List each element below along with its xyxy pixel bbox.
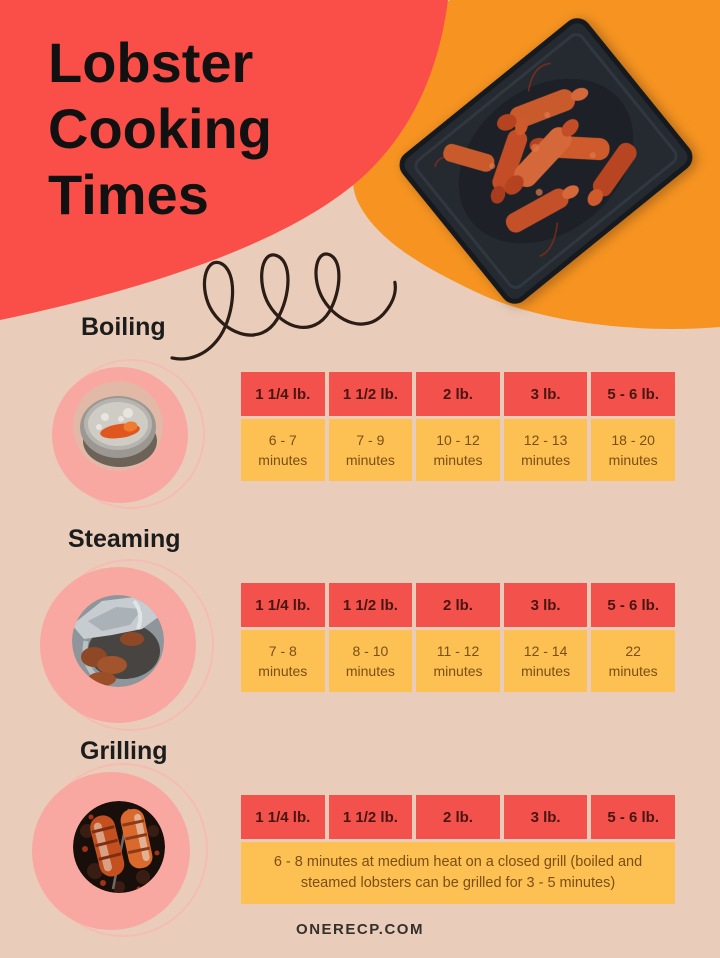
- weight-header-cell: 2 lb.: [416, 372, 500, 416]
- title-line-2: Cooking: [48, 97, 272, 160]
- weight-header-cell: 1 1/4 lb.: [241, 372, 325, 416]
- time-unit: minutes: [345, 663, 395, 679]
- time-cell: 7 - 8 minutes: [241, 630, 325, 692]
- steaming-header-row: 1 1/4 lb. 1 1/2 lb. 2 lb. 3 lb. 5 - 6 lb…: [241, 583, 675, 627]
- time-range: 8 - 10: [352, 643, 389, 659]
- weight-header-cell: 1 1/4 lb.: [241, 795, 325, 839]
- weight-header-cell: 5 - 6 lb.: [591, 583, 675, 627]
- steaming-table: 1 1/4 lb. 1 1/2 lb. 2 lb. 3 lb. 5 - 6 lb…: [241, 583, 675, 692]
- time-range: 12 - 14: [523, 643, 568, 659]
- grilling-photo: [73, 801, 165, 893]
- time-cell: 10 - 12 minutes: [416, 419, 500, 481]
- boiling-photo: [73, 381, 163, 471]
- site-credit: ONERECP.COM: [296, 921, 424, 938]
- weight-header-cell: 3 lb.: [503, 795, 588, 839]
- time-range: 11 - 12: [436, 643, 480, 659]
- time-range: 18 - 20: [611, 432, 655, 448]
- weight-header-cell: 1 1/2 lb.: [328, 583, 413, 627]
- lobster-tray-photo: [399, 18, 693, 304]
- time-unit: minutes: [433, 663, 483, 679]
- steaming-times-row: 7 - 8 minutes 8 - 10 minutes 11 - 12 minute…: [241, 630, 675, 692]
- title-line-1: Lobster: [48, 31, 254, 94]
- time-unit: minutes: [608, 663, 658, 679]
- time-unit: minutes: [258, 663, 308, 679]
- grilling-note-row: 6 - 8 minutes at medium heat on a closed…: [241, 842, 675, 904]
- grilling-table: 1 1/4 lb. 1 1/2 lb. 2 lb. 3 lb. 5 - 6 lb…: [241, 795, 675, 904]
- time-unit: minutes: [608, 452, 658, 468]
- time-cell: 8 - 10 minutes: [328, 630, 413, 692]
- time-range: 10 - 12: [436, 432, 480, 448]
- time-cell: 18 - 20 minutes: [591, 419, 675, 481]
- squiggle-doodle: [170, 252, 397, 361]
- boiling-header-row: 1 1/4 lb. 1 1/2 lb. 2 lb. 3 lb. 5 - 6 lb…: [241, 372, 675, 416]
- time-cell: 22 minutes: [591, 630, 675, 692]
- time-range: 7 - 8: [268, 643, 297, 659]
- grilling-header-row: 1 1/4 lb. 1 1/2 lb. 2 lb. 3 lb. 5 - 6 lb…: [241, 795, 675, 839]
- weight-header-cell: 2 lb.: [416, 583, 500, 627]
- weight-header-cell: 2 lb.: [416, 795, 500, 839]
- section-label-grilling: Grilling: [80, 737, 168, 765]
- grilling-note-cell: 6 - 8 minutes at medium heat on a closed…: [241, 842, 675, 904]
- time-unit: minutes: [258, 452, 308, 468]
- boiling-table: 1 1/4 lb. 1 1/2 lb. 2 lb. 3 lb. 5 - 6 lb…: [241, 372, 675, 481]
- weight-header-cell: 3 lb.: [503, 583, 588, 627]
- time-cell: 12 - 14 minutes: [503, 630, 588, 692]
- time-range: 22: [625, 643, 641, 659]
- section-label-steaming: Steaming: [68, 525, 181, 553]
- time-cell: 6 - 7 minutes: [241, 419, 325, 481]
- time-range: 12 - 13: [523, 432, 568, 448]
- weight-header-cell: 3 lb.: [503, 372, 588, 416]
- title-line-3: Times: [48, 163, 209, 226]
- time-unit: minutes: [345, 452, 395, 468]
- weight-header-cell: 1 1/2 lb.: [328, 795, 413, 839]
- weight-header-cell: 5 - 6 lb.: [591, 795, 675, 839]
- weight-header-cell: 1 1/4 lb.: [241, 583, 325, 627]
- time-unit: minutes: [521, 452, 571, 468]
- section-label-boiling: Boiling: [81, 313, 166, 341]
- time-cell: 11 - 12 minutes: [416, 630, 500, 692]
- time-range: 6 - 7: [268, 432, 297, 448]
- time-cell: 12 - 13 minutes: [503, 419, 588, 481]
- red-blob: [0, 0, 448, 320]
- page-title: Lobster Cooking Times: [48, 30, 272, 228]
- time-range: 7 - 9: [356, 432, 385, 448]
- time-cell: 7 - 9 minutes: [328, 419, 413, 481]
- time-unit: minutes: [521, 663, 571, 679]
- time-unit: minutes: [433, 452, 483, 468]
- weight-header-cell: 1 1/2 lb.: [328, 372, 413, 416]
- boiling-times-row: 6 - 7 minutes 7 - 9 minutes 10 - 12 minutes…: [241, 419, 675, 481]
- weight-header-cell: 5 - 6 lb.: [591, 372, 675, 416]
- steaming-photo: [72, 595, 164, 687]
